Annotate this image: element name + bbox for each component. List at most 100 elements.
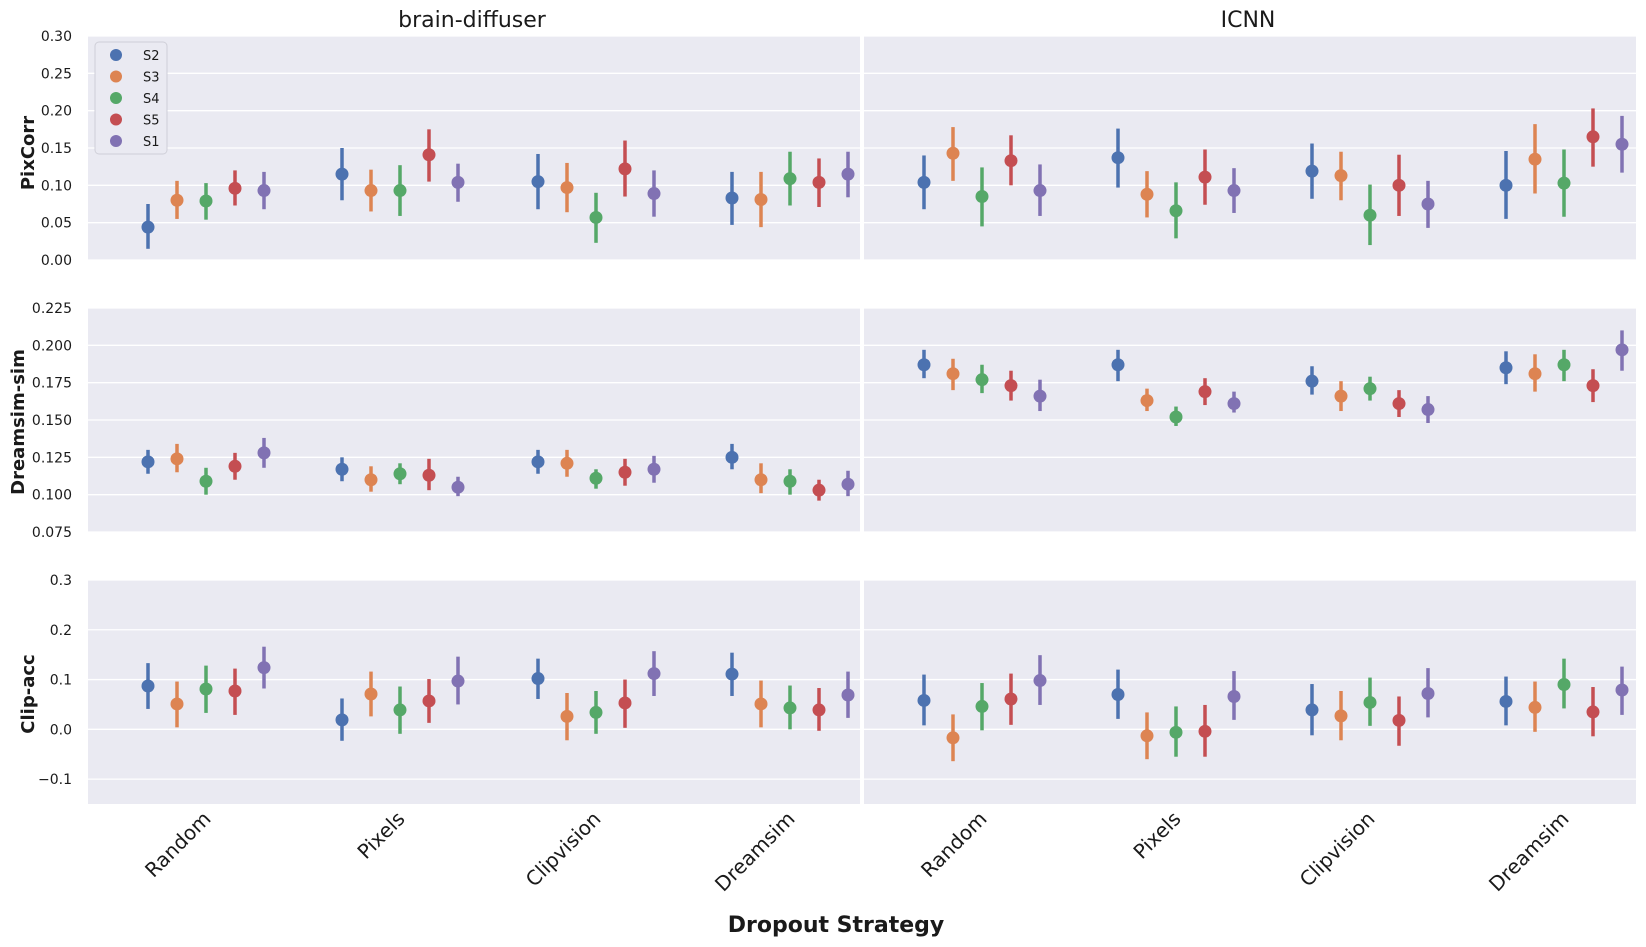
- point-marker: [975, 190, 989, 204]
- point-marker: [812, 175, 826, 189]
- point-marker: [725, 191, 739, 205]
- data-point-s2: [917, 349, 931, 379]
- data-point-s3: [560, 449, 574, 477]
- point-marker: [335, 167, 349, 181]
- data-point-s5: [422, 679, 436, 723]
- point-marker: [1528, 700, 1542, 714]
- data-point-s4: [393, 165, 407, 216]
- point-marker: [1557, 678, 1571, 692]
- data-point-s1: [1615, 666, 1629, 715]
- data-point-s2: [1499, 150, 1513, 219]
- point-marker: [1033, 184, 1047, 198]
- point-marker: [946, 367, 960, 381]
- data-point-s3: [1140, 171, 1154, 218]
- point-marker: [1334, 389, 1348, 403]
- point-marker: [1557, 176, 1571, 190]
- column-titles: brain-diffuser ICNN: [398, 8, 1275, 33]
- data-point-s5: [228, 452, 242, 480]
- data-point-s4: [1169, 182, 1183, 239]
- data-point-s2: [141, 204, 155, 249]
- point-marker: [199, 474, 213, 488]
- point-marker: [1392, 178, 1406, 192]
- point-marker: [917, 175, 931, 189]
- x-tick-label: Random: [140, 807, 216, 883]
- point-marker: [589, 471, 603, 485]
- row-labels: PixCorr Dreamsim-sim Clip-acc: [8, 116, 39, 734]
- point-marker: [841, 688, 855, 702]
- data-point-s4: [393, 463, 407, 485]
- point-marker: [335, 462, 349, 476]
- point-marker: [560, 709, 574, 723]
- legend-marker: [110, 49, 122, 61]
- data-point-s4: [1169, 706, 1183, 757]
- data-point-s4: [783, 469, 797, 495]
- point-marker: [589, 705, 603, 719]
- data-point-s5: [1004, 673, 1018, 725]
- column-title-brain-diffuser: brain-diffuser: [398, 8, 547, 33]
- point-marker: [1499, 178, 1513, 192]
- y-axis-label-pixcorr: PixCorr: [18, 116, 39, 190]
- point-marker: [754, 473, 768, 487]
- point-marker: [1305, 164, 1319, 178]
- point-marker: [647, 462, 661, 476]
- data-point-s3: [1528, 124, 1542, 194]
- point-marker: [257, 661, 271, 675]
- data-point-s2: [725, 171, 739, 225]
- legend-label: S2: [143, 49, 160, 64]
- row-clip-acc: −0.1 0.0 0.1 0.2 0.3: [38, 573, 1636, 804]
- data-point-s4: [199, 467, 213, 495]
- point-marker: [141, 220, 155, 234]
- x-axis-label: Dropout Strategy: [728, 913, 945, 938]
- data-point-s3: [946, 714, 960, 762]
- data-point-s3: [946, 127, 960, 181]
- point-marker: [1004, 154, 1018, 168]
- point-marker: [1033, 674, 1047, 688]
- data-point-s4: [1363, 677, 1377, 726]
- x-tick-label: Random: [916, 807, 992, 883]
- point-marker: [946, 731, 960, 745]
- point-marker: [1227, 184, 1241, 198]
- data-point-s5: [1586, 687, 1600, 737]
- data-point-s5: [1198, 378, 1212, 406]
- point-marker: [1363, 208, 1377, 222]
- data-point-s4: [199, 183, 213, 220]
- point-marker: [1198, 385, 1212, 399]
- data-point-s5: [422, 458, 436, 491]
- data-point-s3: [1528, 681, 1542, 732]
- data-point-s4: [1363, 376, 1377, 401]
- point-marker: [531, 175, 545, 189]
- point-marker: [1305, 703, 1319, 717]
- point-marker: [228, 181, 242, 195]
- point-marker: [364, 184, 378, 198]
- data-point-s4: [1557, 349, 1571, 382]
- point-marker: [335, 713, 349, 727]
- data-point-s2: [1499, 676, 1513, 726]
- data-point-s3: [754, 171, 768, 228]
- data-point-s2: [1499, 351, 1513, 385]
- point-marker: [531, 672, 545, 686]
- point-marker: [1615, 137, 1629, 151]
- data-point-s4: [783, 151, 797, 206]
- data-point-s3: [1334, 151, 1348, 201]
- point-marker: [1198, 724, 1212, 738]
- point-marker: [1421, 686, 1435, 700]
- y-axis-label-dreamsim-sim: Dreamsim-sim: [8, 349, 29, 495]
- legend-label: S3: [143, 71, 160, 86]
- point-marker: [1140, 187, 1154, 201]
- data-point-s5: [1198, 149, 1212, 205]
- data-point-s3: [1528, 354, 1542, 392]
- legend-marker: [110, 92, 122, 104]
- legend-entry-s4: S4: [110, 92, 160, 107]
- data-point-s4: [783, 685, 797, 730]
- point-marker: [531, 455, 545, 469]
- point-marker: [1528, 152, 1542, 166]
- point-marker: [754, 697, 768, 711]
- data-point-s5: [618, 140, 632, 197]
- data-point-s3: [170, 443, 184, 473]
- point-marker: [1392, 713, 1406, 727]
- point-marker: [1140, 729, 1154, 743]
- legend-marker: [110, 135, 122, 147]
- data-point-s5: [812, 688, 826, 731]
- data-point-s1: [1421, 396, 1435, 423]
